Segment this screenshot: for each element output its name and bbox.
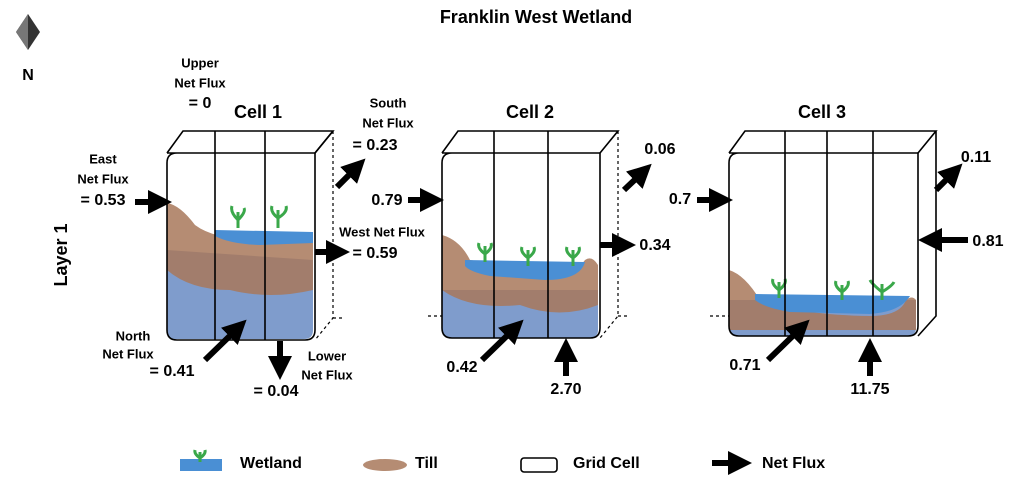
- plant: [230, 205, 288, 228]
- flux-value: = 0.23: [353, 137, 398, 154]
- flux-arrow: [933, 163, 963, 193]
- cell-3: [710, 130, 938, 337]
- grid-cell-outline: [214, 130, 334, 340]
- flux-value: 0.42: [446, 359, 477, 376]
- flux-label: North: [116, 328, 151, 343]
- legend-label: Till: [415, 455, 438, 472]
- flux-value: = 0.53: [81, 192, 126, 209]
- grid-cell-outline: [314, 131, 345, 341]
- flux-label: West Net Flux: [339, 224, 425, 239]
- legend-label: Grid Cell: [573, 455, 640, 472]
- north-arrow: [16, 14, 40, 50]
- flux-value: 0.81: [972, 233, 1003, 250]
- flux-value: 2.70: [550, 381, 581, 398]
- cell-label: Cell 2: [506, 102, 554, 122]
- flux-value: 0.06: [644, 141, 675, 158]
- cell-label: Cell 1: [234, 102, 282, 122]
- flux-value: 0.11: [961, 149, 991, 166]
- flux-label: Net Flux: [77, 171, 129, 186]
- wetland-water: [215, 230, 313, 245]
- legend: Wetland Till Grid Cell Net Flux: [180, 449, 825, 475]
- title: Franklin West Wetland: [440, 7, 632, 27]
- flux-arrow: [334, 158, 366, 190]
- flux-arrow: [202, 319, 247, 363]
- cell-2: [428, 130, 630, 339]
- grid-cell-outline: [166, 152, 316, 341]
- grid-cell-outline: [441, 152, 601, 339]
- flux-arrows: [408, 163, 652, 376]
- flux-arrow: [765, 319, 810, 363]
- cell-1: [166, 130, 345, 341]
- flux-value: 11.75: [850, 381, 889, 398]
- wetland-water: [755, 294, 910, 314]
- grid-cell-outline: [728, 130, 938, 337]
- flux-arrows: [135, 158, 366, 380]
- flux-value: 0.7: [669, 191, 691, 208]
- grid-cell-outline: [16, 14, 28, 50]
- flux-value: 0.34: [639, 237, 670, 254]
- grid-cell-outline: [520, 457, 558, 473]
- flux-arrows: [697, 163, 968, 376]
- flux-label: Net Flux: [362, 115, 414, 130]
- flux-value: = 0.41: [150, 363, 195, 380]
- flux-label: Net Flux: [102, 346, 154, 361]
- plant: [477, 242, 581, 266]
- north-label: N: [22, 67, 34, 84]
- grid-cell-outline: [493, 131, 549, 338]
- flux-label: South: [370, 95, 407, 110]
- wetland-water: [180, 459, 222, 471]
- flux-value: 0.71: [729, 357, 760, 374]
- cell-label: Cell 3: [798, 102, 846, 122]
- flux-label: Upper: [181, 55, 219, 70]
- grid-cell-outline: [441, 130, 620, 154]
- legend-label: Wetland: [240, 455, 302, 472]
- grid-cell-outline: [784, 131, 874, 336]
- flux-label: East: [89, 151, 117, 166]
- flux-value: = 0: [189, 95, 212, 112]
- till-layer: [167, 203, 313, 295]
- layer-label: Layer 1: [51, 223, 71, 286]
- grid-cell-outline: [728, 152, 919, 337]
- flux-label: Lower: [308, 348, 346, 363]
- flux-value: = 0.59: [353, 245, 398, 262]
- flux-arrow: [479, 319, 524, 363]
- grid-cell-outline: [428, 131, 630, 339]
- flux-value: = 0.04: [254, 383, 299, 400]
- flux-value: 0.79: [371, 192, 402, 209]
- flux-arrow: [621, 163, 652, 193]
- flux-label: Net Flux: [301, 367, 353, 382]
- legend-label: Net Flux: [762, 455, 825, 472]
- wetland-water: [465, 260, 585, 280]
- plant: [193, 449, 207, 462]
- till-layer: [729, 270, 916, 330]
- till-layer: [363, 459, 407, 471]
- flux-label: Net Flux: [174, 75, 226, 90]
- grid-cell-outline: [166, 130, 335, 154]
